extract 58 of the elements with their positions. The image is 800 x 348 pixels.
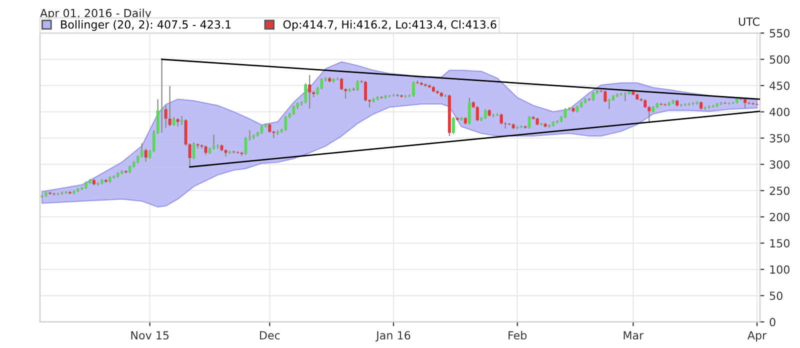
candlestick: [244, 136, 248, 156]
x-tick-label: Feb: [508, 330, 527, 340]
candlestick: [168, 86, 172, 128]
legend-label: Bollinger (20, 2): 407.5 - 423.1: [61, 20, 231, 31]
x-tick-label: Jan 16: [376, 331, 410, 342]
y-tick-label: 250: [770, 186, 790, 195]
candlestick: [412, 80, 415, 98]
candlestick: [304, 82, 308, 104]
candlestick: [356, 80, 360, 92]
candlestick: [156, 98, 160, 134]
candlestick: [144, 148, 148, 162]
text: UTC: [738, 17, 760, 26]
y-tick-label: 350: [770, 134, 790, 142]
candlestick: [320, 78, 324, 90]
candlestick: [284, 115, 288, 132]
candlestick: [564, 108, 567, 119]
candlestick: [500, 112, 503, 125]
y-tick-label: 50: [770, 292, 782, 300]
candlestick: [608, 98, 611, 110]
candlestick: [468, 97, 471, 125]
y-tick-label: 150: [770, 239, 790, 248]
candlestick: [180, 115, 184, 126]
candlestick: [528, 115, 531, 130]
candlestick: [364, 80, 368, 102]
candlestick: [240, 151, 244, 157]
candlestick: [196, 142, 200, 150]
x-tick-label: Nov 15: [131, 331, 169, 340]
candlestick: [344, 88, 348, 100]
candlestick: [164, 104, 168, 128]
candlestick: [292, 104, 296, 116]
candlestick: [484, 108, 487, 120]
y-tick-label: 450: [770, 82, 790, 90]
candlestick: [140, 142, 144, 158]
x-tick-label: Apr: [747, 331, 767, 342]
y-tick-label: 550: [770, 29, 790, 38]
candlestick: [216, 144, 220, 150]
chart-subtitle: Apr 01, 2016 - Daily: [40, 8, 152, 20]
candlestick: [648, 106, 651, 122]
y-tick-label: 0: [770, 318, 776, 326]
x-tick-label: Mar: [624, 331, 644, 340]
candlestick: [152, 130, 156, 153]
candlestick: [476, 106, 479, 122]
candlestick: [452, 116, 455, 134]
legend-label: Op:414.7, Hi:416.2, Lo:413.4, Cl:413.6: [283, 20, 496, 31]
candlestick: [604, 90, 607, 103]
candlestick: [160, 58, 164, 134]
candlestick: [340, 77, 344, 91]
y-tick-label: 100: [770, 265, 790, 274]
candlestick: [308, 74, 312, 110]
candlestick: [268, 122, 272, 134]
candlestick: [192, 142, 196, 160]
candlestick: [204, 144, 208, 156]
y-tick-label: 300: [770, 160, 790, 169]
y-tick-label: 400: [770, 108, 790, 116]
candlestick: [212, 134, 216, 150]
y-tick-label: 500: [770, 55, 790, 64]
y-tick-label: 200: [770, 212, 790, 222]
x-tick-label: Dec: [260, 331, 280, 340]
